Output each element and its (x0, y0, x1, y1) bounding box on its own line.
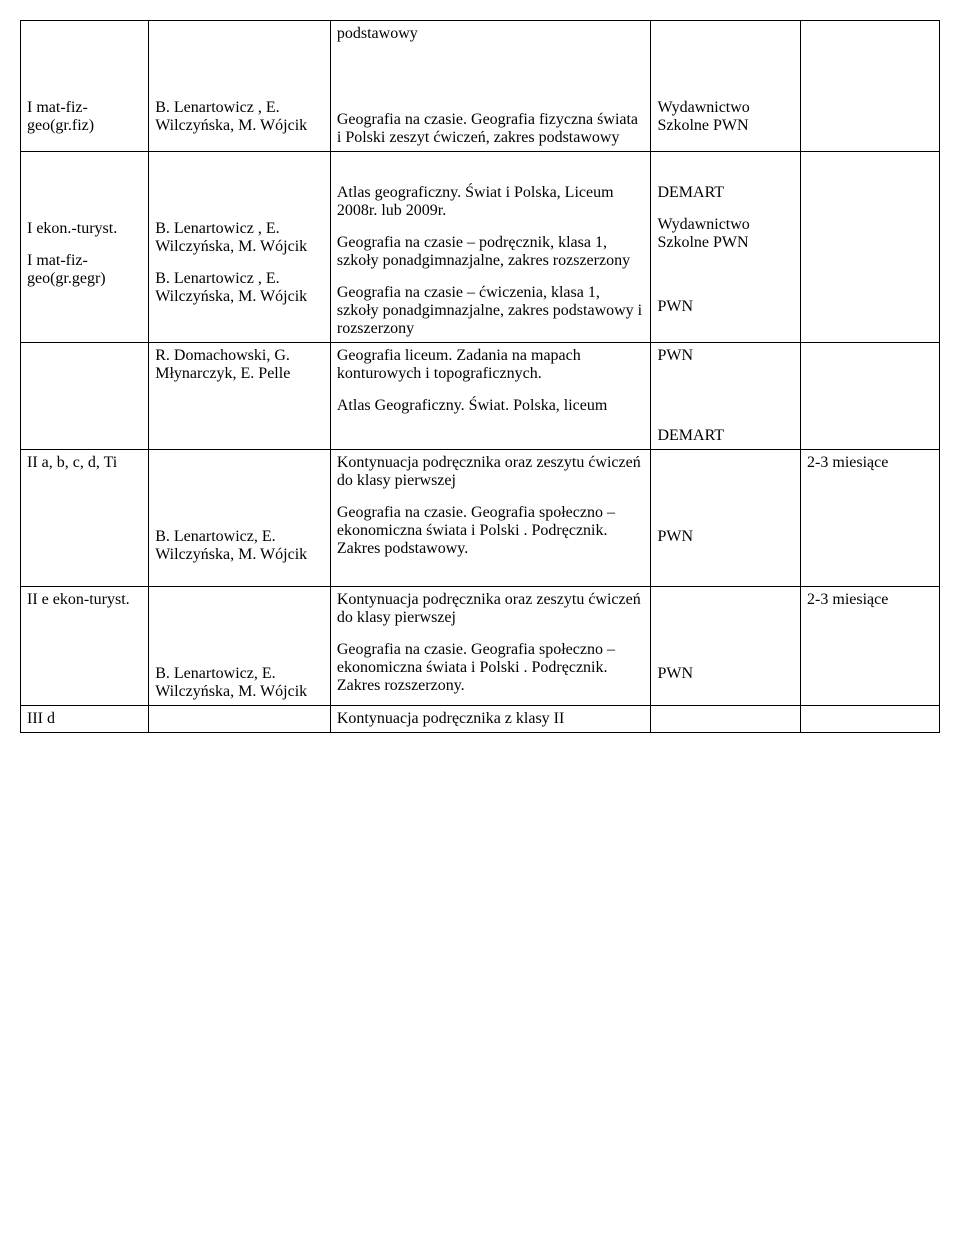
class-label: I ekon.-turyst. (27, 220, 142, 238)
cell-col3: Atlas geograficzny. Świat i Polska, Lice… (330, 152, 651, 343)
publisher-text: PWN (657, 528, 794, 546)
class-label: II e ekon-turyst. (27, 591, 142, 609)
cell-col2: B. Lenartowicz, E. Wilczyńska, M. Wójcik (149, 587, 331, 706)
author-text: B. Lenartowicz, E. Wilczyńska, M. Wójcik (155, 665, 324, 701)
cell-col4: PWN (651, 587, 801, 706)
title-text: podstawowy (337, 25, 645, 43)
cell-col4: PWN (651, 450, 801, 587)
cell-col3: Kontynuacja podręcznika z klasy II (330, 706, 651, 733)
title-text: Kontynuacja podręcznika z klasy II (337, 710, 645, 728)
author-text: B. Lenartowicz , E. Wilczyńska, M. Wójci… (155, 220, 324, 256)
class-label: II a, b, c, d, Ti (27, 454, 142, 472)
title-text: Atlas geograficzny. Świat i Polska, Lice… (337, 184, 645, 220)
cell-col2: B. Lenartowicz , E. Wilczyńska, M. Wójci… (149, 152, 331, 343)
cell-col5: 2-3 miesiące (801, 450, 940, 587)
cell-col4 (651, 706, 801, 733)
cell-col1: II e ekon-turyst. (21, 587, 149, 706)
table-row: R. Domachowski, G. Młynarczyk, E. Pelle … (21, 343, 940, 450)
note-text: 2-3 miesiące (807, 454, 933, 472)
cell-col4: PWN DEMART (651, 343, 801, 450)
cell-col1: I mat-fiz-geo(gr.fiz) (21, 21, 149, 152)
cell-col2 (149, 706, 331, 733)
title-text: Geografia na czasie. Geografia społeczno… (337, 504, 645, 558)
table-row: III d Kontynuacja podręcznika z klasy II (21, 706, 940, 733)
publisher-text: Wydawnictwo Szkolne PWN (657, 216, 794, 252)
cell-col5 (801, 706, 940, 733)
publisher-text: DEMART (657, 427, 794, 445)
cell-col1: I ekon.-turyst. I mat-fiz-geo(gr.gegr) (21, 152, 149, 343)
table-row: II e ekon-turyst. B. Lenartowicz, E. Wil… (21, 587, 940, 706)
cell-col3: podstawowy Geografia na czasie. Geografi… (330, 21, 651, 152)
publisher-text: PWN (657, 665, 794, 683)
publisher-text: Wydawnictwo Szkolne PWN (657, 99, 794, 135)
title-text: Geografia liceum. Zadania na mapach kont… (337, 347, 645, 383)
title-text: Atlas Geograficzny. Świat. Polska, liceu… (337, 397, 645, 415)
author-text: B. Lenartowicz , E. Wilczyńska, M. Wójci… (155, 270, 324, 306)
cell-col3: Kontynuacja podręcznika oraz zeszytu ćwi… (330, 587, 651, 706)
cell-col2: R. Domachowski, G. Młynarczyk, E. Pelle (149, 343, 331, 450)
class-label: I mat-fiz-geo(gr.gegr) (27, 252, 142, 288)
title-text: Kontynuacja podręcznika oraz zeszytu ćwi… (337, 591, 645, 627)
publisher-text: PWN (657, 298, 794, 316)
table-row: II a, b, c, d, Ti B. Lenartowicz, E. Wil… (21, 450, 940, 587)
cell-col4: DEMART Wydawnictwo Szkolne PWN PWN (651, 152, 801, 343)
note-text: 2-3 miesiące (807, 591, 933, 609)
cell-col1: III d (21, 706, 149, 733)
table-row: I ekon.-turyst. I mat-fiz-geo(gr.gegr) B… (21, 152, 940, 343)
publisher-text: PWN (657, 347, 794, 365)
cell-col2: B. Lenartowicz , E. Wilczyńska, M. Wójci… (149, 21, 331, 152)
cell-col1: II a, b, c, d, Ti (21, 450, 149, 587)
cell-col2: B. Lenartowicz, E. Wilczyńska, M. Wójcik (149, 450, 331, 587)
cell-col5 (801, 343, 940, 450)
class-label: III d (27, 710, 142, 728)
title-text: Geografia na czasie – podręcznik, klasa … (337, 234, 645, 270)
author-text: B. Lenartowicz, E. Wilczyńska, M. Wójcik (155, 528, 324, 564)
cell-col3: Geografia liceum. Zadania na mapach kont… (330, 343, 651, 450)
class-label: I mat-fiz-geo(gr.fiz) (27, 99, 142, 135)
cell-col1 (21, 343, 149, 450)
main-table: I mat-fiz-geo(gr.fiz) B. Lenartowicz , E… (20, 20, 940, 733)
cell-col5 (801, 21, 940, 152)
cell-col5: 2-3 miesiące (801, 587, 940, 706)
title-text: Geografia na czasie – ćwiczenia, klasa 1… (337, 284, 645, 338)
title-text: Geografia na czasie. Geografia fizyczna … (337, 111, 645, 147)
cell-col3: Kontynuacja podręcznika oraz zeszytu ćwi… (330, 450, 651, 587)
author-text: B. Lenartowicz , E. Wilczyńska, M. Wójci… (155, 99, 324, 135)
publisher-text: DEMART (657, 184, 794, 202)
cell-col4: Wydawnictwo Szkolne PWN (651, 21, 801, 152)
title-text: Kontynuacja podręcznika oraz zeszytu ćwi… (337, 454, 645, 490)
author-text: R. Domachowski, G. Młynarczyk, E. Pelle (155, 347, 324, 383)
title-text: Geografia na czasie. Geografia społeczno… (337, 641, 645, 695)
cell-col5 (801, 152, 940, 343)
table-row: I mat-fiz-geo(gr.fiz) B. Lenartowicz , E… (21, 21, 940, 152)
